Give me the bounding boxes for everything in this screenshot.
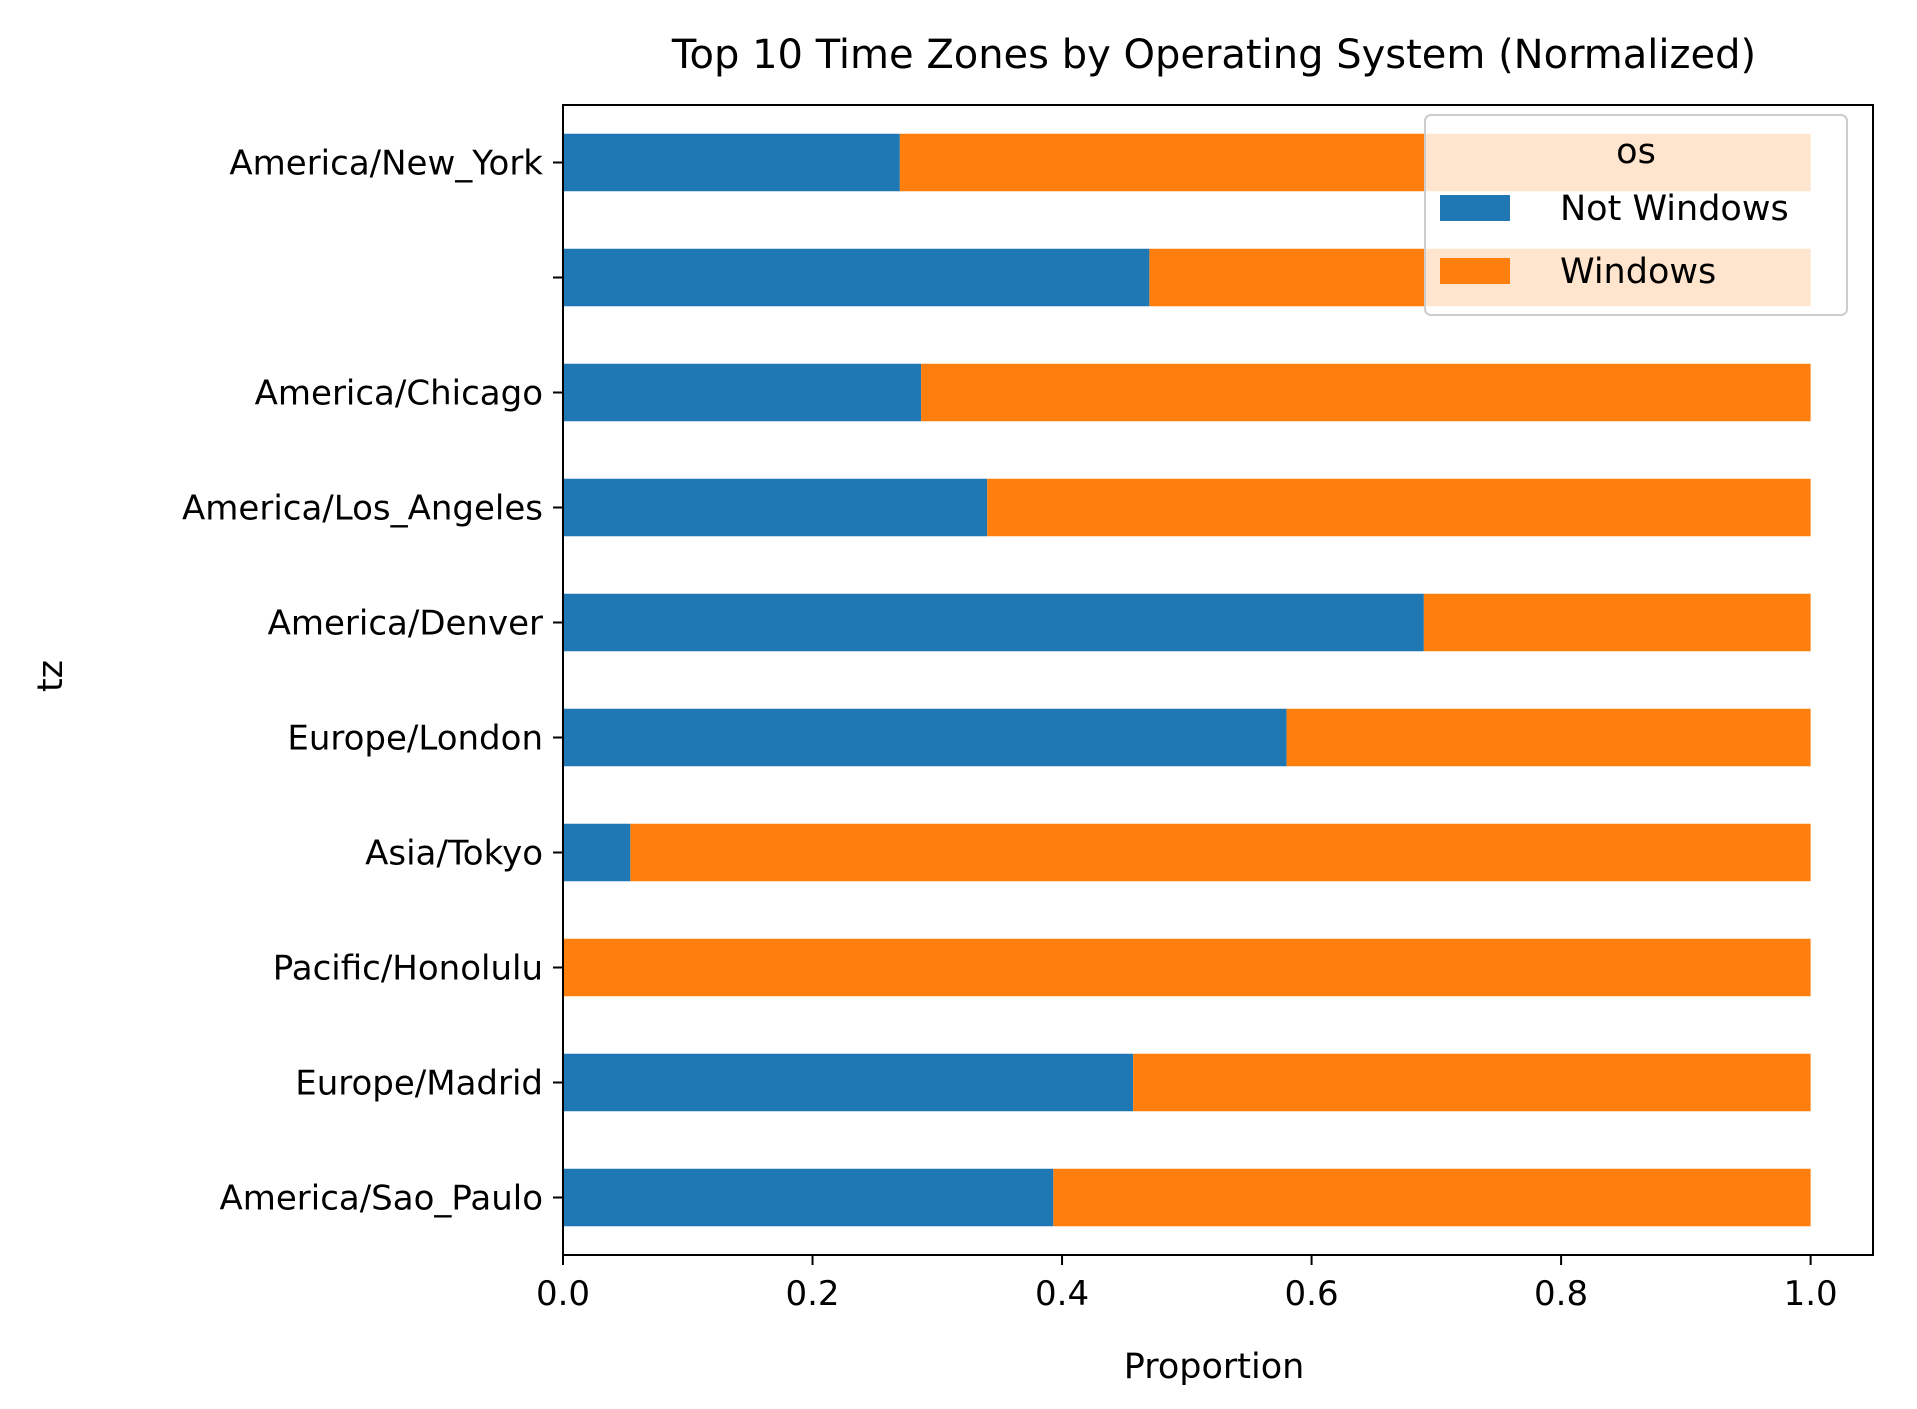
bar-windows-6 xyxy=(630,823,1811,882)
bar-not-windows-8 xyxy=(563,1053,1134,1112)
bar-not-windows-3 xyxy=(563,478,988,537)
legend-label-not-windows: Not Windows xyxy=(1560,189,1789,229)
legend-box xyxy=(1424,114,1848,316)
y-tick-label-9: America/Sao_Paulo xyxy=(219,1179,543,1219)
legend-swatch-not-windows xyxy=(1440,195,1510,221)
bar-not-windows-9 xyxy=(563,1168,1054,1227)
bar-not-windows-2 xyxy=(563,363,922,422)
y-tick-label-8: Europe/Madrid xyxy=(295,1064,543,1104)
axes-frame xyxy=(562,104,1874,1256)
legend-title: os xyxy=(1616,132,1656,172)
x-tick-label-3: 0.6 xyxy=(1285,1274,1339,1314)
bar-not-windows-4 xyxy=(563,593,1424,652)
x-tick-label-2: 0.4 xyxy=(1035,1274,1089,1314)
x-tick-label-4: 0.8 xyxy=(1534,1274,1588,1314)
y-tick-label-6: Asia/Tokyo xyxy=(365,834,543,874)
bar-windows-3 xyxy=(987,478,1811,537)
bar-windows-4 xyxy=(1423,593,1811,652)
bar-windows-5 xyxy=(1286,708,1811,767)
y-tick-label-7: Pacific/Honolulu xyxy=(273,949,543,989)
y-axis-label: tz xyxy=(31,660,71,692)
legend: os Not Windows Windows xyxy=(1424,114,1848,316)
x-tick-label-0: 0.0 xyxy=(536,1274,590,1314)
legend-swatch-windows xyxy=(1440,258,1510,284)
bar-windows-8 xyxy=(1133,1053,1811,1112)
bar-not-windows-0 xyxy=(563,133,900,192)
y-tick-label-5: Europe/London xyxy=(287,719,543,759)
y-tick-label-2: America/Chicago xyxy=(255,374,543,414)
chart-title: Top 10 Time Zones by Operating System (N… xyxy=(671,32,1756,78)
y-tick-label-4: America/Denver xyxy=(268,604,543,644)
axes: 0.0 0.2 0.4 0.6 0.8 1.0 America/New_York Americ… xyxy=(182,104,1874,1314)
bar-not-windows-6 xyxy=(563,823,631,882)
bar-not-windows-1 xyxy=(563,248,1150,307)
x-tick-label-1: 0.2 xyxy=(785,1274,839,1314)
y-tick-label-3: America/Los_Angeles xyxy=(182,489,543,529)
x-tick-label-5: 1.0 xyxy=(1784,1274,1838,1314)
bar-not-windows-5 xyxy=(563,708,1287,767)
bar-windows-9 xyxy=(1053,1168,1811,1227)
bar-windows-7 xyxy=(563,938,1811,997)
bar-windows-2 xyxy=(921,363,1811,422)
legend-label-windows: Windows xyxy=(1560,252,1716,292)
y-tick-label-0: America/New_York xyxy=(229,144,543,184)
x-axis-label: Proportion xyxy=(1124,1347,1305,1387)
